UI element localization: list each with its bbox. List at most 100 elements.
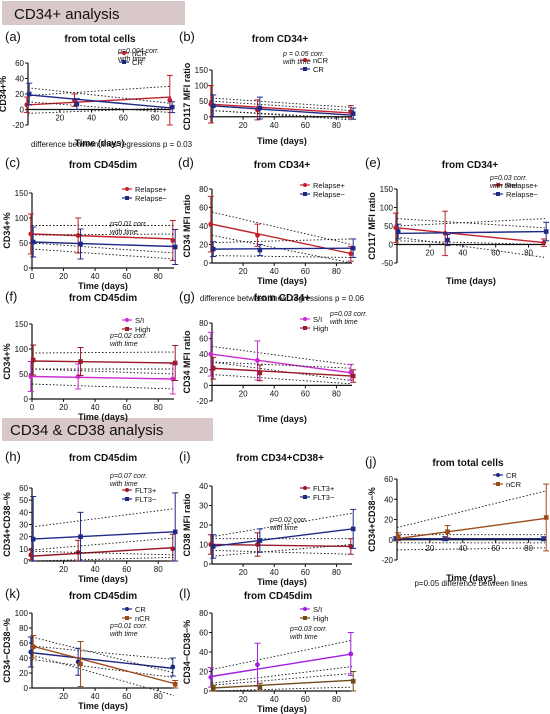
y-tick-label: 50 [19,370,28,379]
confidence-band-upper [211,673,353,686]
legend-swatch-marker [125,187,129,191]
chart-d: from CD34+ 0 20 40 60 80 20 40 60 80 Time (days) CD… [182,160,365,303]
series-High [30,344,179,381]
x-tick-label: 60 [301,568,310,577]
confidence-band-lower [211,549,353,555]
data-point [208,221,214,227]
legend-label: High [135,325,150,334]
confidence-band-upper [396,218,546,229]
legend-label: S/I [135,316,144,325]
regression-line [211,653,353,678]
panel-label-g: (g) [179,289,195,304]
y-tick-label: 60 [199,335,208,344]
data-point [169,104,175,110]
x-tick-label: 60 [491,249,500,258]
x-tick-label: 80 [154,692,163,701]
regression-line [211,105,353,116]
x-axis-label: Time (days) [257,704,307,714]
confidence-band-upper [31,537,175,551]
panel-label-k: (k) [5,586,20,601]
legend-swatch-marker [303,192,307,196]
annotation-text: with time [110,481,138,488]
chart-title: from CD45dim [69,293,137,304]
panel-label-c: (c) [5,155,20,170]
annotation-text: p=0.01 corr. [109,221,147,228]
y-tick-label: 150 [15,320,29,329]
x-tick-label: 60 [301,267,310,276]
y-tick-label: 60 [19,484,28,493]
x-axis-label: Time (days) [78,412,128,422]
confidence-band-lower [211,361,353,382]
confidence-band-upper [211,361,353,369]
annotation-text: with time [490,183,518,190]
y-tick-label: 10 [19,545,28,554]
data-point [348,369,354,375]
x-tick-label: 80 [154,565,163,574]
x-tick-label: 60 [301,121,310,130]
x-axis-label: Time (days) [78,701,128,711]
y-tick-label: 150 [15,189,29,198]
y-axis-label: CD34 MFI ratio [182,330,192,394]
regression-line [211,543,353,548]
confidence-band-upper [31,351,175,354]
chart-title: from CD34+ [254,293,311,304]
y-axis-label: CD34+% [2,343,12,379]
legend-swatch-marker [303,616,307,620]
y-axis-label: CD34−CD38−% [182,620,192,685]
data-point [348,651,354,657]
confidence-band-lower [31,654,175,696]
y-axis-label: CD117 MFI ratio [367,192,377,260]
annotation-text: p=0.03 corr. [489,175,527,182]
y-tick-label: 40 [384,495,393,504]
data-point [78,661,83,667]
x-tick-label: 80 [332,267,341,276]
data-point [170,238,176,243]
annotation-text: with time [290,634,318,641]
series-Relapse+ [27,213,176,261]
confidence-band-lower [31,659,175,678]
regression-line [31,360,175,364]
data-point [395,229,401,234]
chart-l: from CD45dim 0 20 40 60 80 20 40 60 80 Time (days)… [182,591,357,714]
y-tick-label: 0 [204,560,209,569]
data-point [26,91,32,97]
data-point [28,552,34,558]
x-tick-label: 80 [154,403,163,412]
data-point [28,231,34,237]
data-point [445,237,450,243]
legend-label: S/I [313,315,322,324]
series-High [210,671,357,692]
x-tick-label: 40 [270,568,279,577]
y-axis-label: CD34−CD38−% [2,618,12,683]
annotation-text: p=0.02 corr. [109,333,147,340]
data-point [255,232,260,238]
confidence-band-upper [27,87,172,104]
series-FLT3+ [27,533,176,562]
y-tick-label: 60 [15,59,24,68]
regression-line [211,247,353,250]
annotation-text: with time [270,525,298,532]
y-tick-label: 20 [199,366,208,375]
x-tick-label: 40 [91,272,100,281]
regression-line [211,103,353,114]
confidence-band-lower [31,248,175,260]
x-tick-label: 40 [270,267,279,276]
chart-title: from CD34+ [442,160,499,171]
y-axis-label: CD38 MFI ratio [182,493,192,557]
annotation-text: p=0.004 corr. [117,48,159,55]
annotation-text: p=0.01 corr. [109,623,147,630]
confidence-band-upper [211,345,353,366]
annotation-text: with time [283,59,311,66]
data-point [30,357,36,363]
chart-title: from CD34+CD38+ [236,453,324,464]
chart-k: from CD45dim 0 20 40 60 80 100 20 40 60 80 Time (da… [2,591,179,711]
section-banner-cd34: CD34+ analysis [2,1,185,25]
x-tick-label: 80 [332,121,341,130]
annotation-text: with time [110,341,138,348]
confidence-band-lower [31,550,175,556]
legend-swatch-marker [496,473,500,477]
series-CR [26,82,176,114]
legend-swatch-marker [125,327,129,331]
